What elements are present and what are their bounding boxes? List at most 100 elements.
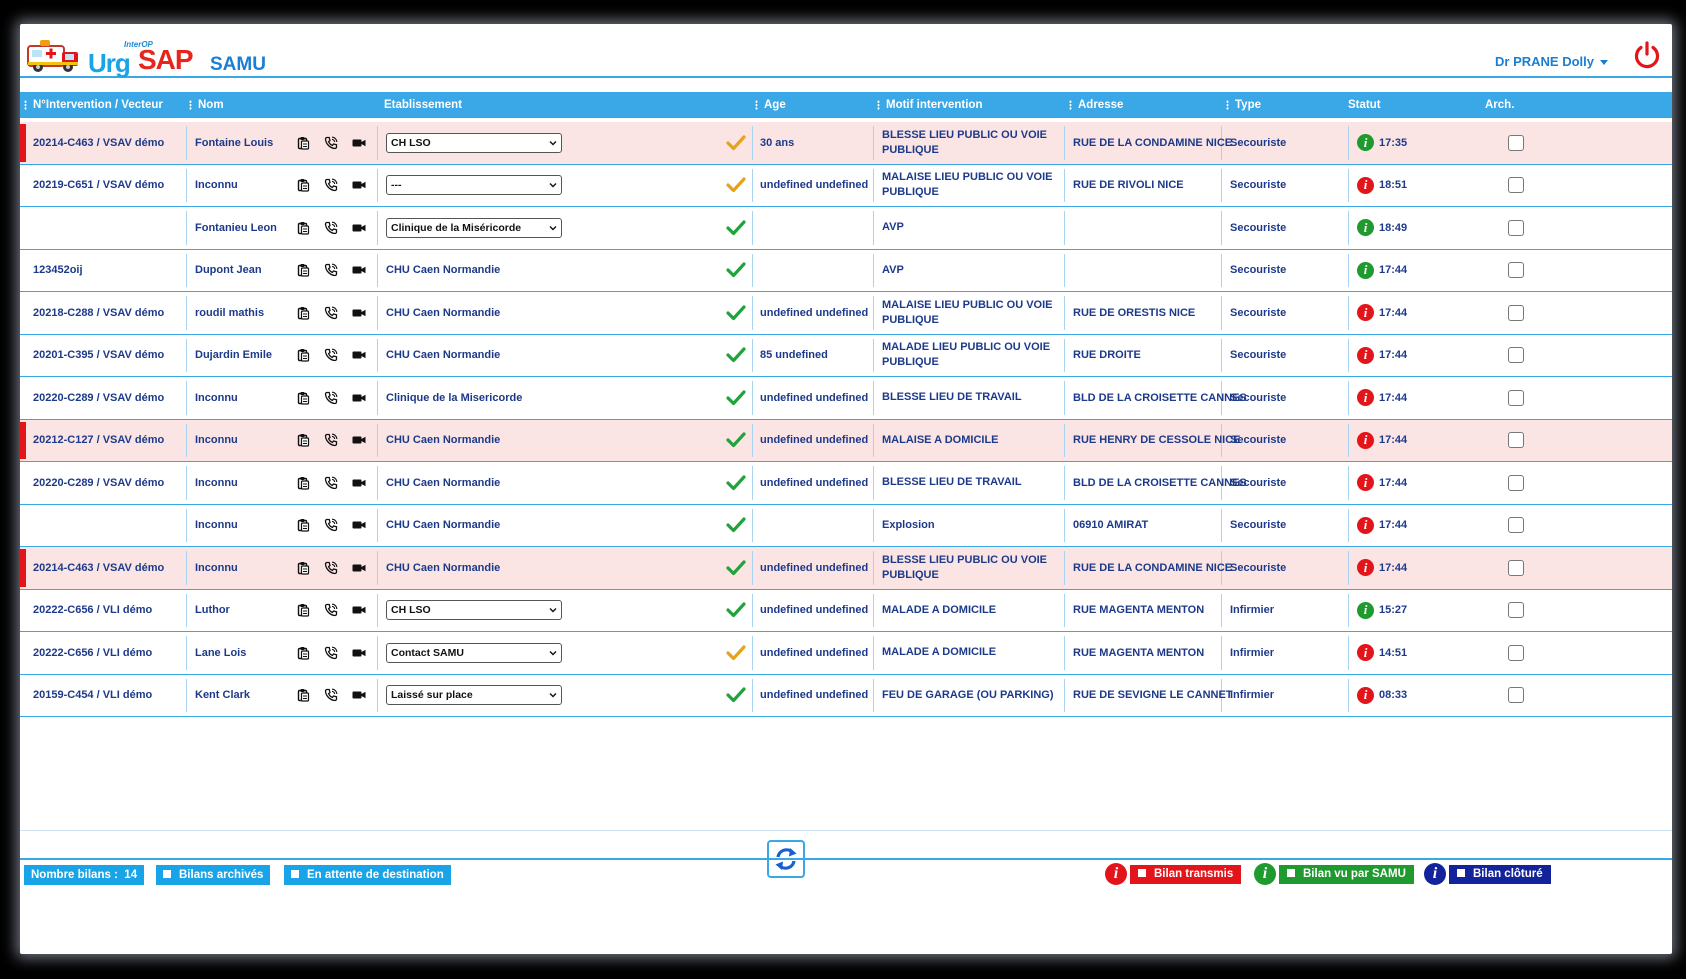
status-cell[interactable]: i 18:51 [1357,165,1407,207]
video-camera-icon[interactable] [352,433,366,447]
status-cell[interactable]: i 08:33 [1357,675,1407,717]
table-row[interactable]: 20212-C127 / VSAV démo Inconnu CHU Caen No… [20,419,1672,462]
table-row[interactable]: 20214-C463 / VSAV démo Fontaine Louis CH L… [20,122,1672,165]
table-row[interactable]: Inconnu CHU Caen Normandie Explosion 06910 … [20,505,1672,547]
phone-icon[interactable] [324,221,338,235]
status-cell[interactable]: i 17:44 [1357,462,1407,504]
video-camera-icon[interactable] [352,688,366,702]
status-cell[interactable]: i 17:44 [1357,420,1407,462]
phone-icon[interactable] [324,603,338,617]
status-cell[interactable]: i 17:35 [1357,122,1407,164]
establishment-select[interactable]: Contact SAMU [386,642,562,663]
phone-icon[interactable] [324,476,338,490]
establishment-select[interactable]: CH LSO [386,132,562,153]
clipboard-icon[interactable] [296,433,310,447]
video-camera-icon[interactable] [352,561,366,575]
clipboard-icon[interactable] [296,348,310,362]
clipboard-icon[interactable] [296,391,310,405]
table-row[interactable]: 20159-C454 / VLI démo Kent Clark Laissé su… [20,675,1672,717]
clipboard-icon[interactable] [296,646,310,660]
intervention-id[interactable]: 20214-C463 / VSAV démo [33,136,165,149]
clipboard-icon[interactable] [296,561,310,575]
clipboard-icon[interactable] [296,178,310,192]
archive-checkbox[interactable] [1508,134,1524,151]
archived-filter-button[interactable]: Bilans archivés [156,865,271,885]
clipboard-icon[interactable] [296,603,310,617]
archive-checkbox[interactable] [1508,219,1524,236]
video-camera-icon[interactable] [352,391,366,405]
status-cell[interactable]: i 17:44 [1357,250,1407,292]
table-row[interactable]: 20219-C651 / VSAV démo Inconnu --- undefine… [20,165,1672,207]
phone-icon[interactable] [324,518,338,532]
intervention-id[interactable]: 20218-C288 / VSAV démo [33,306,165,319]
video-camera-icon[interactable] [352,476,366,490]
intervention-id[interactable]: 20201-C395 / VSAV démo [33,349,165,362]
table-row[interactable]: 20222-C656 / VLI démo Lane Lois Contact SA… [20,632,1672,675]
video-camera-icon[interactable] [352,136,366,150]
archive-checkbox[interactable] [1508,262,1524,279]
user-menu[interactable]: Dr PRANE Dolly [1495,54,1608,69]
phone-icon[interactable] [324,178,338,192]
clipboard-icon[interactable] [296,306,310,320]
archive-checkbox[interactable] [1508,644,1524,661]
archive-checkbox[interactable] [1508,347,1524,364]
status-cell[interactable]: i 17:44 [1357,292,1407,334]
video-camera-icon[interactable] [352,306,366,320]
status-cell[interactable]: i 15:27 [1357,590,1407,632]
clipboard-icon[interactable] [296,688,310,702]
status-cell[interactable]: i 17:44 [1357,505,1407,547]
table-row[interactable]: 20201-C395 / VSAV démo Dujardin Emile CHU … [20,335,1672,377]
phone-icon[interactable] [324,348,338,362]
col-adresse[interactable]: Adresse [1069,92,1123,118]
archive-checkbox[interactable] [1508,517,1524,534]
establishment-select[interactable]: CH LSO [386,600,562,621]
intervention-id[interactable]: 123452oij [33,264,83,277]
archive-checkbox[interactable] [1508,177,1524,194]
intervention-id[interactable]: 20222-C656 / VLI démo [33,604,153,617]
intervention-id[interactable]: 20159-C454 / VLI démo [33,689,153,702]
col-arch[interactable]: Arch. [1485,99,1515,111]
phone-icon[interactable] [324,136,338,150]
phone-icon[interactable] [324,263,338,277]
archive-checkbox[interactable] [1508,389,1524,406]
table-row[interactable]: Fontanieu Leon Clinique de la Miséricorde… [20,207,1672,250]
intervention-id[interactable]: 20219-C651 / VSAV démo [33,179,165,192]
col-nom[interactable]: Nom [189,92,224,118]
intervention-id[interactable] [33,207,183,249]
archive-checkbox[interactable] [1508,687,1524,704]
video-camera-icon[interactable] [352,348,366,362]
phone-icon[interactable] [324,688,338,702]
phone-icon[interactable] [324,391,338,405]
intervention-id[interactable]: 20220-C289 / VSAV démo [33,476,165,489]
archive-checkbox[interactable] [1508,432,1524,449]
video-camera-icon[interactable] [352,603,366,617]
video-camera-icon[interactable] [352,263,366,277]
video-camera-icon[interactable] [352,518,366,532]
status-cell[interactable]: i 17:44 [1357,547,1407,589]
intervention-id[interactable]: 20222-C656 / VLI démo [33,646,153,659]
status-cell[interactable]: i 17:44 [1357,335,1407,377]
archive-checkbox[interactable] [1508,559,1524,576]
col-age[interactable]: Age [755,92,786,118]
phone-icon[interactable] [324,646,338,660]
intervention-id[interactable] [33,505,183,547]
clipboard-icon[interactable] [296,136,310,150]
archive-checkbox[interactable] [1508,474,1524,491]
archive-checkbox[interactable] [1508,602,1524,619]
clipboard-icon[interactable] [296,263,310,277]
phone-icon[interactable] [324,433,338,447]
col-etablissement[interactable]: Etablissement [384,99,462,111]
archive-checkbox[interactable] [1508,304,1524,321]
video-camera-icon[interactable] [352,646,366,660]
establishment-select[interactable]: Laissé sur place [386,685,562,706]
clipboard-icon[interactable] [296,476,310,490]
intervention-id[interactable]: 20212-C127 / VSAV démo [33,434,165,447]
table-row[interactable]: 20220-C289 / VSAV démo Inconnu CHU Caen No… [20,462,1672,505]
status-cell[interactable]: i 17:44 [1357,377,1407,419]
clipboard-icon[interactable] [296,518,310,532]
video-camera-icon[interactable] [352,178,366,192]
waiting-filter-button[interactable]: En attente de destination [284,865,451,885]
col-type[interactable]: Type [1226,92,1261,118]
table-row[interactable]: 20222-C656 / VLI démo Luthor CH LSO undefin… [20,590,1672,632]
establishment-select[interactable]: --- [386,175,562,196]
